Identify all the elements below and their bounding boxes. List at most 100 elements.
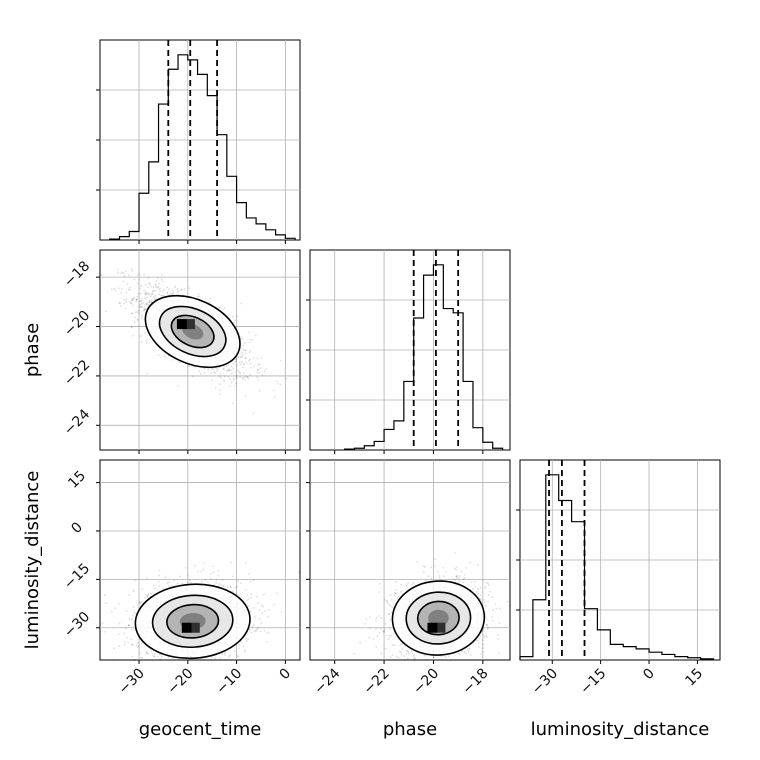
sample-point [132,590,135,593]
sample-point [133,296,136,299]
sample-point [232,362,235,365]
sample-point [222,367,225,370]
sample-point [145,303,148,305]
sample-point [157,276,159,279]
joint-phase-luminosity-distance-contour-3 [428,609,449,627]
sample-point [218,388,221,391]
sample-point [152,290,154,293]
sample-point [470,581,473,584]
sample-point [173,579,176,582]
sample-point [161,273,164,276]
sample-point [239,582,242,585]
sample-point [147,653,150,655]
sample-point [508,604,511,607]
sample-point [257,627,260,629]
sample-point [242,645,245,648]
sample-point [248,597,250,600]
sample-point [140,317,143,319]
ytick-label-luminosity-distance: 0 [68,519,86,537]
sample-point [153,655,156,658]
sample-point [390,599,393,601]
sample-point [243,362,245,365]
sample-point [388,636,391,639]
sample-point [261,374,264,376]
sample-point [486,627,489,630]
sample-point [385,634,388,637]
sample-point [382,631,385,634]
sample-point [146,301,149,304]
sample-point [380,652,383,655]
sample-point [171,293,174,295]
sample-point [447,655,450,658]
sample-point [261,612,264,615]
sample-point [212,368,215,371]
xtick-label-geocent-time: −20 [164,666,196,698]
sample-point [113,647,116,650]
sample-point [177,290,180,292]
sample-point [104,630,106,633]
sample-point [249,610,252,613]
sample-point [390,634,393,637]
sample-point [227,369,230,372]
sample-point [238,643,240,646]
sample-point [430,577,433,580]
sample-point [214,371,217,374]
sample-point [369,627,371,629]
sample-point [259,630,262,633]
sample-point [154,294,157,297]
sample-point [458,575,461,577]
sample-point [413,656,416,658]
sample-point [184,566,187,569]
ytick-label-luminosity-distance: 15 [65,468,89,492]
sample-point [445,570,448,573]
sample-point [138,305,141,308]
sample-point [154,285,157,287]
sample-point [243,649,246,652]
sample-point [114,289,117,292]
sample-point [253,357,255,360]
sample-point [140,302,142,305]
sample-point [359,641,361,644]
sample-point [146,305,149,308]
sample-point [279,359,282,362]
sample-point [497,638,500,641]
sample-point [207,368,209,371]
sample-point [257,368,260,371]
sample-point [128,301,131,304]
sample-point [131,297,134,300]
sample-point [150,295,153,298]
sample-point [151,293,154,296]
sample-point [138,278,141,281]
sample-point [179,361,181,364]
sample-point [150,285,153,288]
sample-point [141,656,144,659]
sample-point [128,289,131,292]
sample-point [130,268,133,270]
sample-point [436,570,439,573]
sample-point [245,640,248,643]
sample-point [145,595,148,597]
sample-point [202,562,205,565]
sample-point [394,580,397,583]
xtick-label-phase: −20 [410,666,442,698]
sample-point [393,594,396,597]
sample-point [122,280,125,283]
sample-point [433,656,435,659]
sample-point [275,380,278,383]
sample-point [378,615,381,617]
sample-point [119,302,121,304]
sample-point [412,582,415,585]
sample-point [375,619,378,621]
sample-point [140,656,143,659]
sample-point [498,652,501,655]
sample-point [150,650,153,653]
sample-point [253,630,256,633]
sample-point [133,278,136,281]
ytick-label-phase: −24 [61,406,93,438]
sample-point [138,312,140,315]
sample-point [148,283,151,286]
sample-point [403,658,406,661]
sample-point [144,283,147,286]
sample-point [398,650,401,653]
